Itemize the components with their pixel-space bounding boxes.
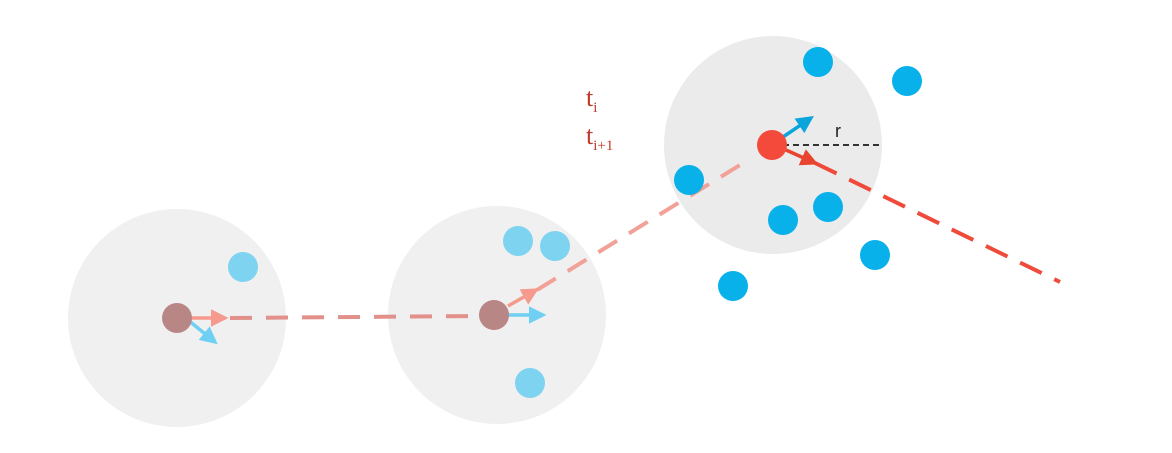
heading-arrow: [785, 148, 819, 166]
agent-current: [757, 130, 787, 160]
neighbor-dot: [803, 47, 833, 77]
neighbor-dot: [718, 271, 748, 301]
heading-arrow: [507, 288, 540, 308]
trajectory-segment-1: [229, 314, 481, 320]
neighbor-dot: [813, 192, 843, 222]
neighbor-dot: [515, 368, 545, 398]
trajectory-segment-2: [535, 163, 742, 292]
neighbor-dot: [228, 252, 258, 282]
neighbor-dot: [503, 226, 533, 256]
neighbor-dot: [860, 240, 890, 270]
radius-label: r: [835, 121, 841, 141]
trajectory-segment-3: [814, 161, 1061, 284]
time-label-ti-plus-1: ti+1: [586, 121, 613, 154]
neighbor-dot: [768, 205, 798, 235]
neighbor-dot: [674, 165, 704, 195]
agent-past-2: [479, 300, 509, 330]
velocity-arrow: [186, 318, 218, 345]
agent-past-1: [162, 303, 192, 333]
neighbor-dot: [892, 66, 922, 96]
neighbor-dot: [540, 231, 570, 261]
velocity-arrow: [782, 116, 814, 139]
time-label-ti: ti: [586, 83, 597, 116]
